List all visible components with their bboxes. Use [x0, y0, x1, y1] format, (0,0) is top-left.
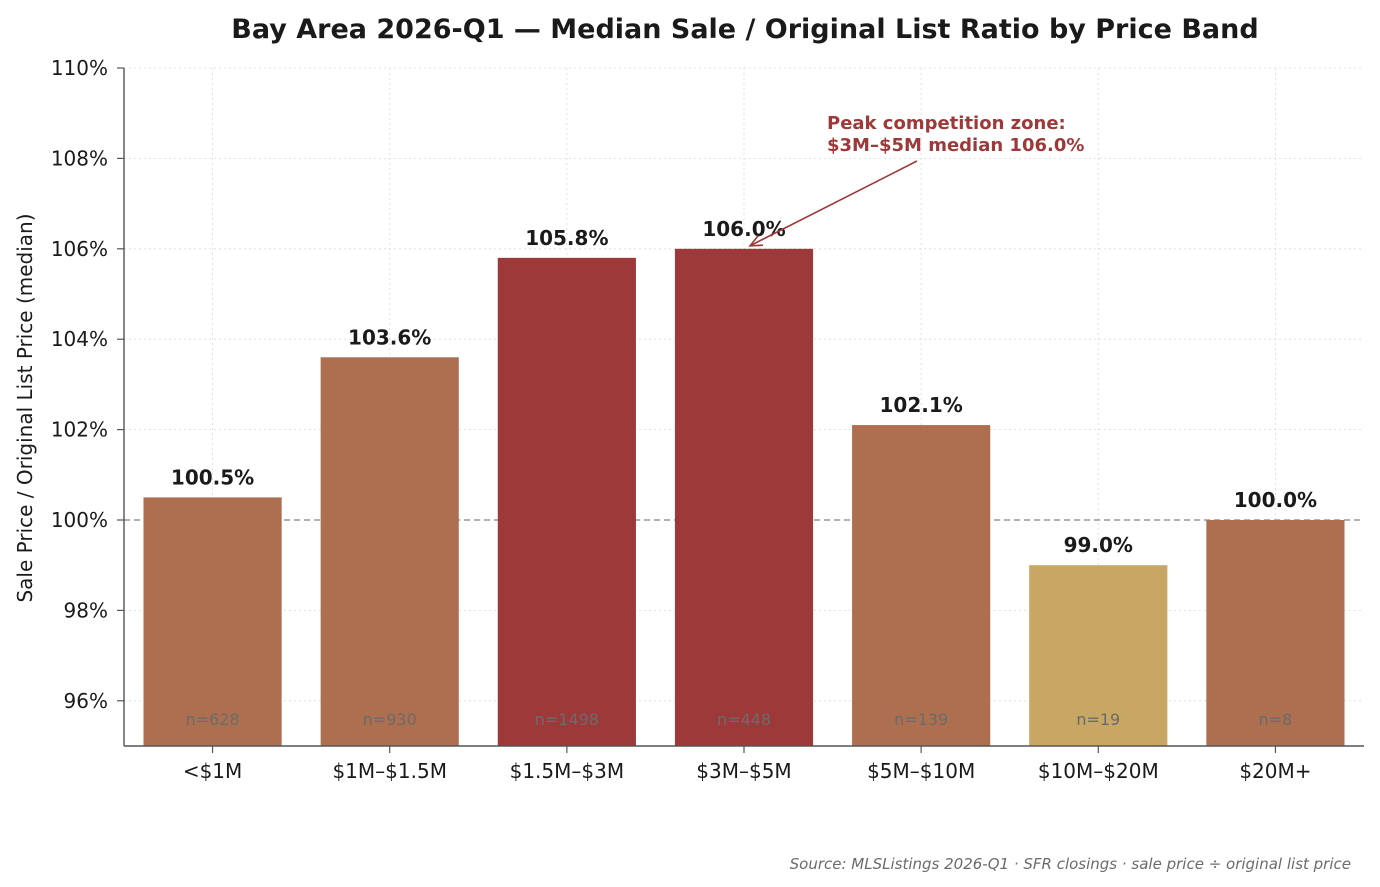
bar-value-label: 103.6% [348, 325, 431, 349]
bar [320, 357, 459, 746]
bar-value-label: 99.0% [1064, 533, 1133, 557]
y-tick-label: 96% [64, 689, 108, 713]
annotation: Peak competition zone:$3M–$5M median 106… [748, 113, 1084, 247]
x-tick-label: <$1M [183, 759, 242, 783]
bar-count-label: n=628 [186, 710, 240, 729]
annotation-text-line: Peak competition zone: [827, 113, 1066, 134]
bars: 100.5% n=628 103.6% n=930 105.8% n=1498 106.0%… [143, 217, 1345, 747]
bar [497, 257, 636, 746]
bar-count-label: n=19 [1076, 710, 1120, 729]
y-tick-label: 100% [51, 508, 108, 532]
x-tick-label: $20M+ [1239, 759, 1311, 783]
bar-count-label: n=139 [894, 710, 948, 729]
x-tick-label: $1.5M–$3M [510, 759, 625, 783]
y-axis-ticks: 96% 98% 100% 102% 104% 106% 108% 110% [51, 56, 124, 713]
x-axis-ticks: <$1M $1M–$1.5M $1.5M–$3M $3M–$5M $5M–$10M $10… [183, 746, 1312, 783]
y-tick-label: 106% [51, 237, 108, 261]
y-tick-label: 98% [64, 598, 108, 622]
bar-value-label: 106.0% [702, 217, 785, 241]
y-tick-label: 104% [51, 327, 108, 351]
bar [674, 248, 814, 747]
bar-value-label: 102.1% [879, 393, 962, 417]
annotation-arrowhead [748, 235, 764, 247]
y-tick-label: 108% [51, 146, 108, 170]
bar [852, 425, 991, 746]
x-tick-label: $1M–$1.5M [332, 759, 447, 783]
source-note: Source: MLSListings 2026-Q1 · SFR closin… [790, 855, 1351, 873]
bar-count-label: n=930 [363, 710, 417, 729]
annotation-text-line: $3M–$5M median 106.0% [827, 135, 1084, 156]
bar-value-label: 105.8% [525, 226, 608, 250]
bar-value-label: 100.0% [1234, 488, 1317, 512]
x-tick-label: $5M–$10M [867, 759, 975, 783]
bar-value-label: 100.5% [171, 465, 254, 489]
x-tick-label: $10M–$20M [1038, 759, 1159, 783]
x-tick-label: $3M–$5M [696, 759, 791, 783]
y-tick-label: 102% [51, 418, 108, 442]
bar-count-label: n=1498 [535, 710, 599, 729]
bar-count-label: n=448 [717, 710, 771, 729]
bar [1206, 520, 1345, 746]
bar [143, 497, 282, 746]
annotation-arrow [749, 160, 918, 247]
y-tick-label: 110% [51, 56, 108, 80]
bar [1029, 565, 1168, 746]
chart-title: Bay Area 2026-Q1 — Median Sale / Origina… [231, 14, 1258, 45]
y-axis-label: Sale Price / Original List Price (median… [13, 213, 37, 602]
bar-count-label: n=8 [1259, 710, 1293, 729]
